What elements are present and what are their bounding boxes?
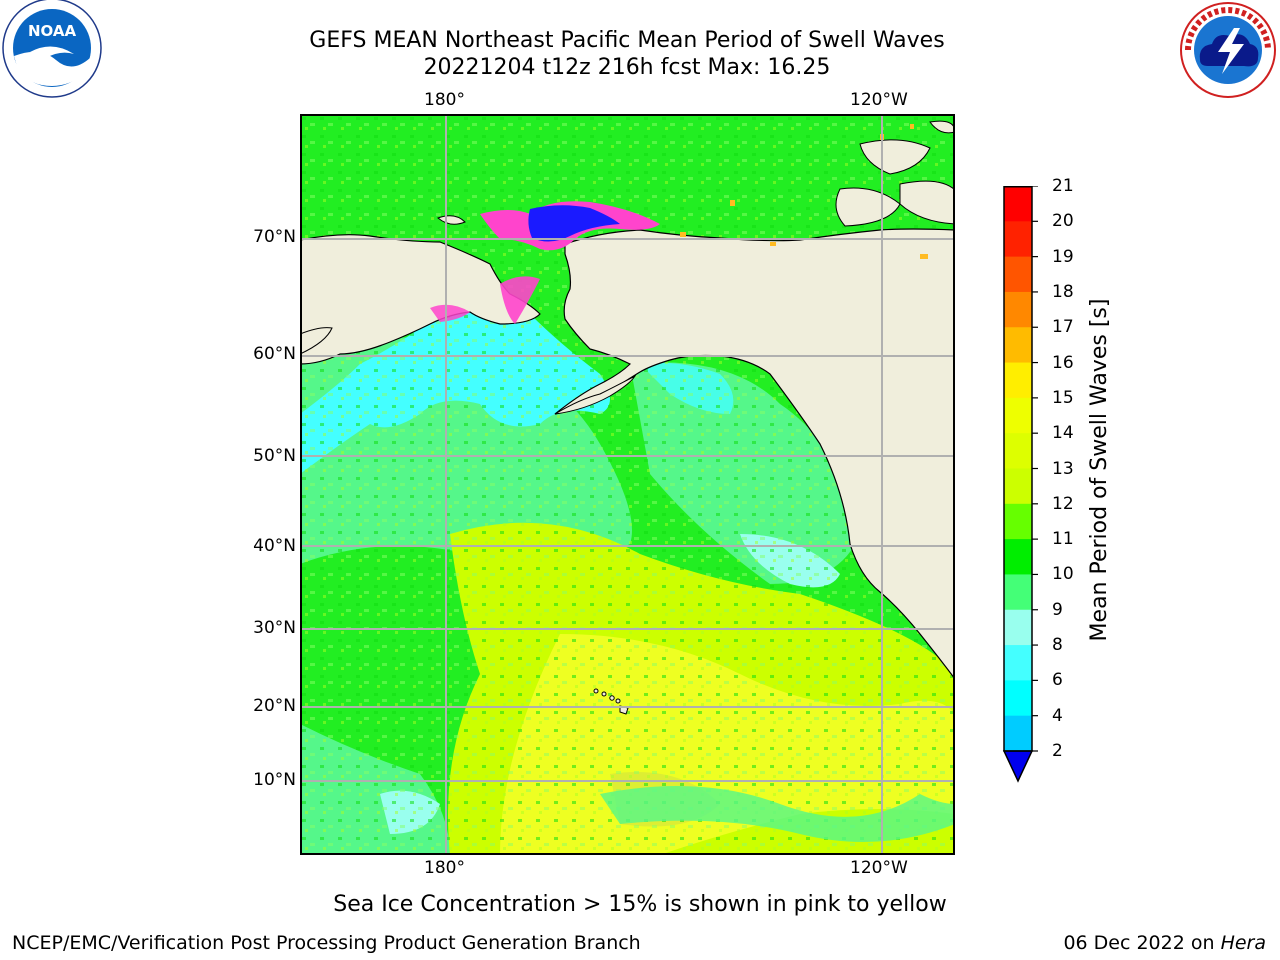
- colorbar-segment: [1004, 291, 1032, 328]
- colorbar-tick-label: 16: [1052, 352, 1074, 373]
- colorbar-tick-label: 8: [1052, 635, 1063, 656]
- sea-ice-blue: [528, 205, 620, 242]
- colorbar-segment: [1004, 362, 1032, 399]
- noaa-logo: NOAA: [0, 0, 105, 100]
- map-panel: [299, 114, 956, 855]
- lon-label-bottom-180: 180°: [424, 858, 465, 878]
- map-gridlines: [300, 114, 955, 855]
- footer-date: 06 Dec 2022 on: [1063, 932, 1221, 954]
- colorbar-segment: [1004, 645, 1032, 681]
- colorbar-extend-arrow: [1002, 750, 1034, 783]
- colorbar-label-wrap: Mean Period of Swell Waves [s]: [1080, 299, 1120, 642]
- land-siberia: [299, 234, 541, 365]
- lat-label-50n: 50°N: [253, 446, 296, 466]
- colorbar-tick-label: 6: [1052, 670, 1063, 691]
- sea-ice-note: Sea Ice Concentration > 15% is shown in …: [333, 892, 947, 917]
- footer-left: NCEP/EMC/Verification Post Processing Pr…: [12, 932, 641, 954]
- colorbar-tick-label: 2: [1052, 741, 1063, 761]
- footer-right: 06 Dec 2022 on Hera: [1063, 932, 1266, 954]
- colorbar-segment: [1004, 256, 1032, 293]
- colorbar-segment: [1004, 468, 1032, 505]
- colorbar-segment: [1004, 680, 1032, 717]
- map-svg: [299, 114, 956, 855]
- colorbar-tick-label: 18: [1052, 281, 1074, 302]
- colorbar-tick-label: 9: [1052, 599, 1063, 620]
- colorbar-tick-label: 14: [1052, 423, 1074, 444]
- lat-label-60n: 60°N: [253, 344, 296, 364]
- colorbar-tick-label: 11: [1052, 529, 1074, 550]
- colorbar-tick-label: 21: [1052, 176, 1074, 196]
- land-kamchatka: [299, 327, 333, 355]
- colorbar-segment: [1004, 539, 1032, 575]
- colorbar-segment: [1004, 221, 1032, 258]
- sea-ice-bering: [500, 276, 540, 324]
- swell-band-south: [600, 786, 955, 842]
- chart-title-line2: 20221204 t12z 216h fcst Max: 16.25: [423, 55, 831, 80]
- chart-title-line1: GEFS MEAN Northeast Pacific Mean Period …: [309, 28, 945, 53]
- footer-host: Hera: [1220, 932, 1266, 954]
- colorbar: [1000, 185, 1040, 786]
- colorbar-tick-label: 19: [1052, 246, 1074, 267]
- colorbar-svg: [1002, 185, 1038, 783]
- land-arctic-island-1: [859, 139, 931, 175]
- colorbar-segment: [1004, 186, 1032, 222]
- land-north-america: [554, 228, 956, 681]
- nws-logo: [1178, 0, 1278, 100]
- lat-label-70n: 70°N: [253, 227, 296, 247]
- colorbar-label: Mean Period of Swell Waves [s]: [1087, 298, 1112, 642]
- colorbar-ticks: 21 20 19 18 17 16 15 14 13 12 11 10 9 8 6 4 2: [1050, 176, 1090, 770]
- colorbar-segment: [1004, 327, 1032, 364]
- svg-text:NOAA: NOAA: [28, 22, 77, 40]
- colorbar-tick-label: 4: [1052, 705, 1063, 726]
- colorbar-tick-label: 20: [1052, 211, 1074, 232]
- colorbar-tick-label: 13: [1052, 458, 1074, 479]
- map-frame: [300, 114, 955, 855]
- lat-label-20n: 20°N: [253, 696, 296, 716]
- colorbar-segment: [1004, 503, 1032, 540]
- colorbar-segment: [1004, 715, 1032, 752]
- lon-label-top-180: 180°: [424, 90, 465, 110]
- colorbar-segment: [1004, 574, 1032, 611]
- colorbar-tick-label: 17: [1052, 317, 1074, 338]
- lon-label-top-120w: 120°W: [850, 90, 908, 110]
- lat-label-10n: 10°N: [253, 770, 296, 790]
- lon-label-bottom-120w: 120°W: [850, 858, 908, 878]
- colorbar-tick-label: 15: [1052, 387, 1074, 408]
- land-arctic-island-3: [835, 187, 901, 227]
- lat-label-30n: 30°N: [253, 618, 296, 638]
- sea-ice-anadyr: [430, 304, 470, 322]
- colorbar-segment: [1004, 609, 1032, 646]
- colorbar-segment: [1004, 397, 1032, 434]
- colorbar-tick-label: 12: [1052, 493, 1074, 514]
- colorbar-tick-label: 10: [1052, 564, 1074, 585]
- land-alaska-peninsula: [554, 374, 637, 415]
- colorbar-segment: [1004, 433, 1032, 469]
- lat-label-40n: 40°N: [253, 536, 296, 556]
